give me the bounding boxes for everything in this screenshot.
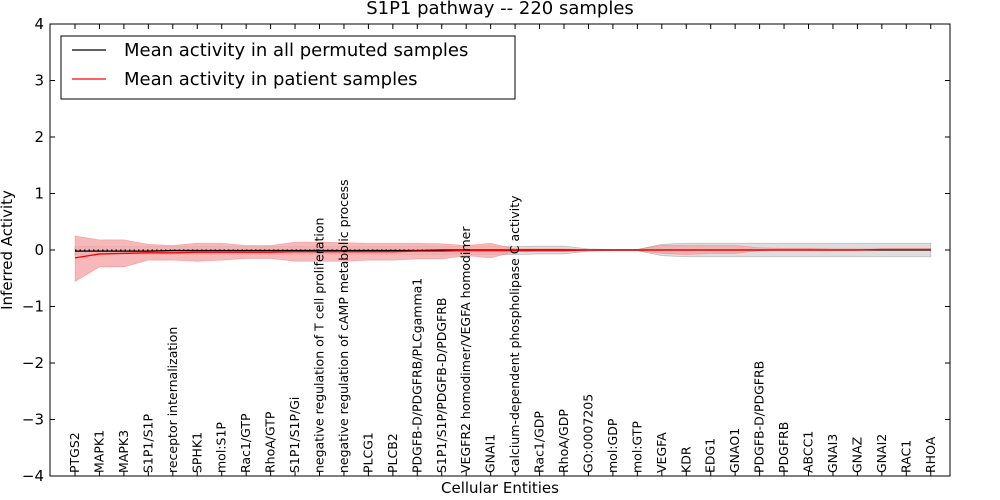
x-axis-label: Cellular Entities — [441, 479, 559, 497]
x-tick-label: SPHK1 — [189, 432, 204, 473]
x-tick-label: GO:0007205 — [580, 394, 595, 473]
x-tick-label: receptor internalization — [165, 327, 180, 473]
x-tick-label: EDG1 — [703, 438, 718, 473]
x-tick-label: PLCB2 — [385, 433, 400, 473]
x-tick-label: GNAI3 — [825, 434, 840, 473]
y-tick-label: 1 — [34, 185, 44, 203]
x-tick-label: MAPK1 — [91, 430, 106, 473]
x-tick-label: PDGFB-D/PDGFRB/PLCgamma1 — [409, 278, 424, 473]
series-lines — [74, 248, 931, 259]
x-tick-label: mol:GDP — [605, 418, 620, 473]
y-tick-label: 4 — [34, 15, 44, 33]
x-tick-label: mol:S1P — [214, 422, 229, 473]
x-tick-label: S1P1/S1P — [140, 414, 155, 473]
x-tick-label: GNAZ — [849, 437, 864, 473]
x-tick-label: Rac1/GDP — [532, 411, 547, 473]
x-tick-label: S1P1/S1P/PDGFB-D/PDGFRB — [434, 298, 449, 474]
y-tick-label: −3 — [22, 411, 44, 429]
x-tick-label: PTGS2 — [67, 432, 82, 473]
x-tick-label: GNAI2 — [874, 434, 889, 473]
legend: Mean activity in all permuted samples Me… — [60, 35, 516, 100]
band-patient — [74, 235, 932, 283]
x-tick-label: PDGFRB — [776, 422, 791, 473]
x-tick-label: RHOA — [923, 436, 938, 473]
y-tick-label: 0 — [34, 241, 44, 259]
y-axis: 4 3 2 1 0 −1 −2 −3 −4 — [22, 15, 950, 485]
x-tick-label: PDGFB-D/PDGFRB — [752, 361, 767, 473]
x-tick-label: RhoA/GTP — [263, 411, 278, 473]
x-tick-label: VEGFA — [654, 432, 669, 473]
x-tick-label: calcium-dependent phospholipase C activi… — [507, 195, 522, 473]
y-tick-label: −4 — [22, 467, 44, 485]
legend-label-patient: Mean activity in patient samples — [124, 69, 418, 90]
x-tick-label: GNAO1 — [727, 428, 742, 473]
x-axis: PTGS2 MAPK1 MAPK3 S1P1/S1P receptor internal… — [67, 24, 938, 476]
x-tick-label: RhoA/GDP — [556, 409, 571, 473]
y-tick-label: 2 — [34, 128, 44, 146]
chart-title: S1P1 pathway -- 220 samples — [366, 0, 634, 19]
x-tick-label: ABCC1 — [801, 431, 816, 473]
x-tick-label: RAC1 — [898, 440, 913, 473]
x-tick-label: MAPK3 — [116, 430, 131, 473]
y-axis-label: Inferred Activity — [0, 190, 16, 310]
x-tick-label: VEGFR2 homodimer/VEGFA homodimer — [458, 226, 473, 473]
x-tick-label: GNAI1 — [483, 434, 498, 473]
confidence-bands — [74, 235, 932, 283]
y-tick-label: 3 — [34, 72, 44, 90]
legend-label-permuted: Mean activity in all permuted samples — [124, 40, 468, 61]
legend-box — [60, 35, 516, 100]
y-tick-label: −1 — [22, 298, 44, 316]
x-tick-label: PLCG1 — [360, 432, 375, 473]
x-tick-label: mol:GTP — [629, 421, 644, 473]
line-patient — [74, 248, 931, 259]
x-tick-label: Rac1/GTP — [238, 413, 253, 473]
x-tick-label: KDR — [678, 446, 693, 473]
y-tick-label: −2 — [22, 354, 44, 372]
x-tick-label: S1P1/S1P/Gi — [287, 397, 302, 473]
x-tick-label: negative regulation of cAMP metabolic pr… — [336, 179, 351, 473]
x-tick-label: negative regulation of T cell proliferat… — [312, 218, 327, 473]
